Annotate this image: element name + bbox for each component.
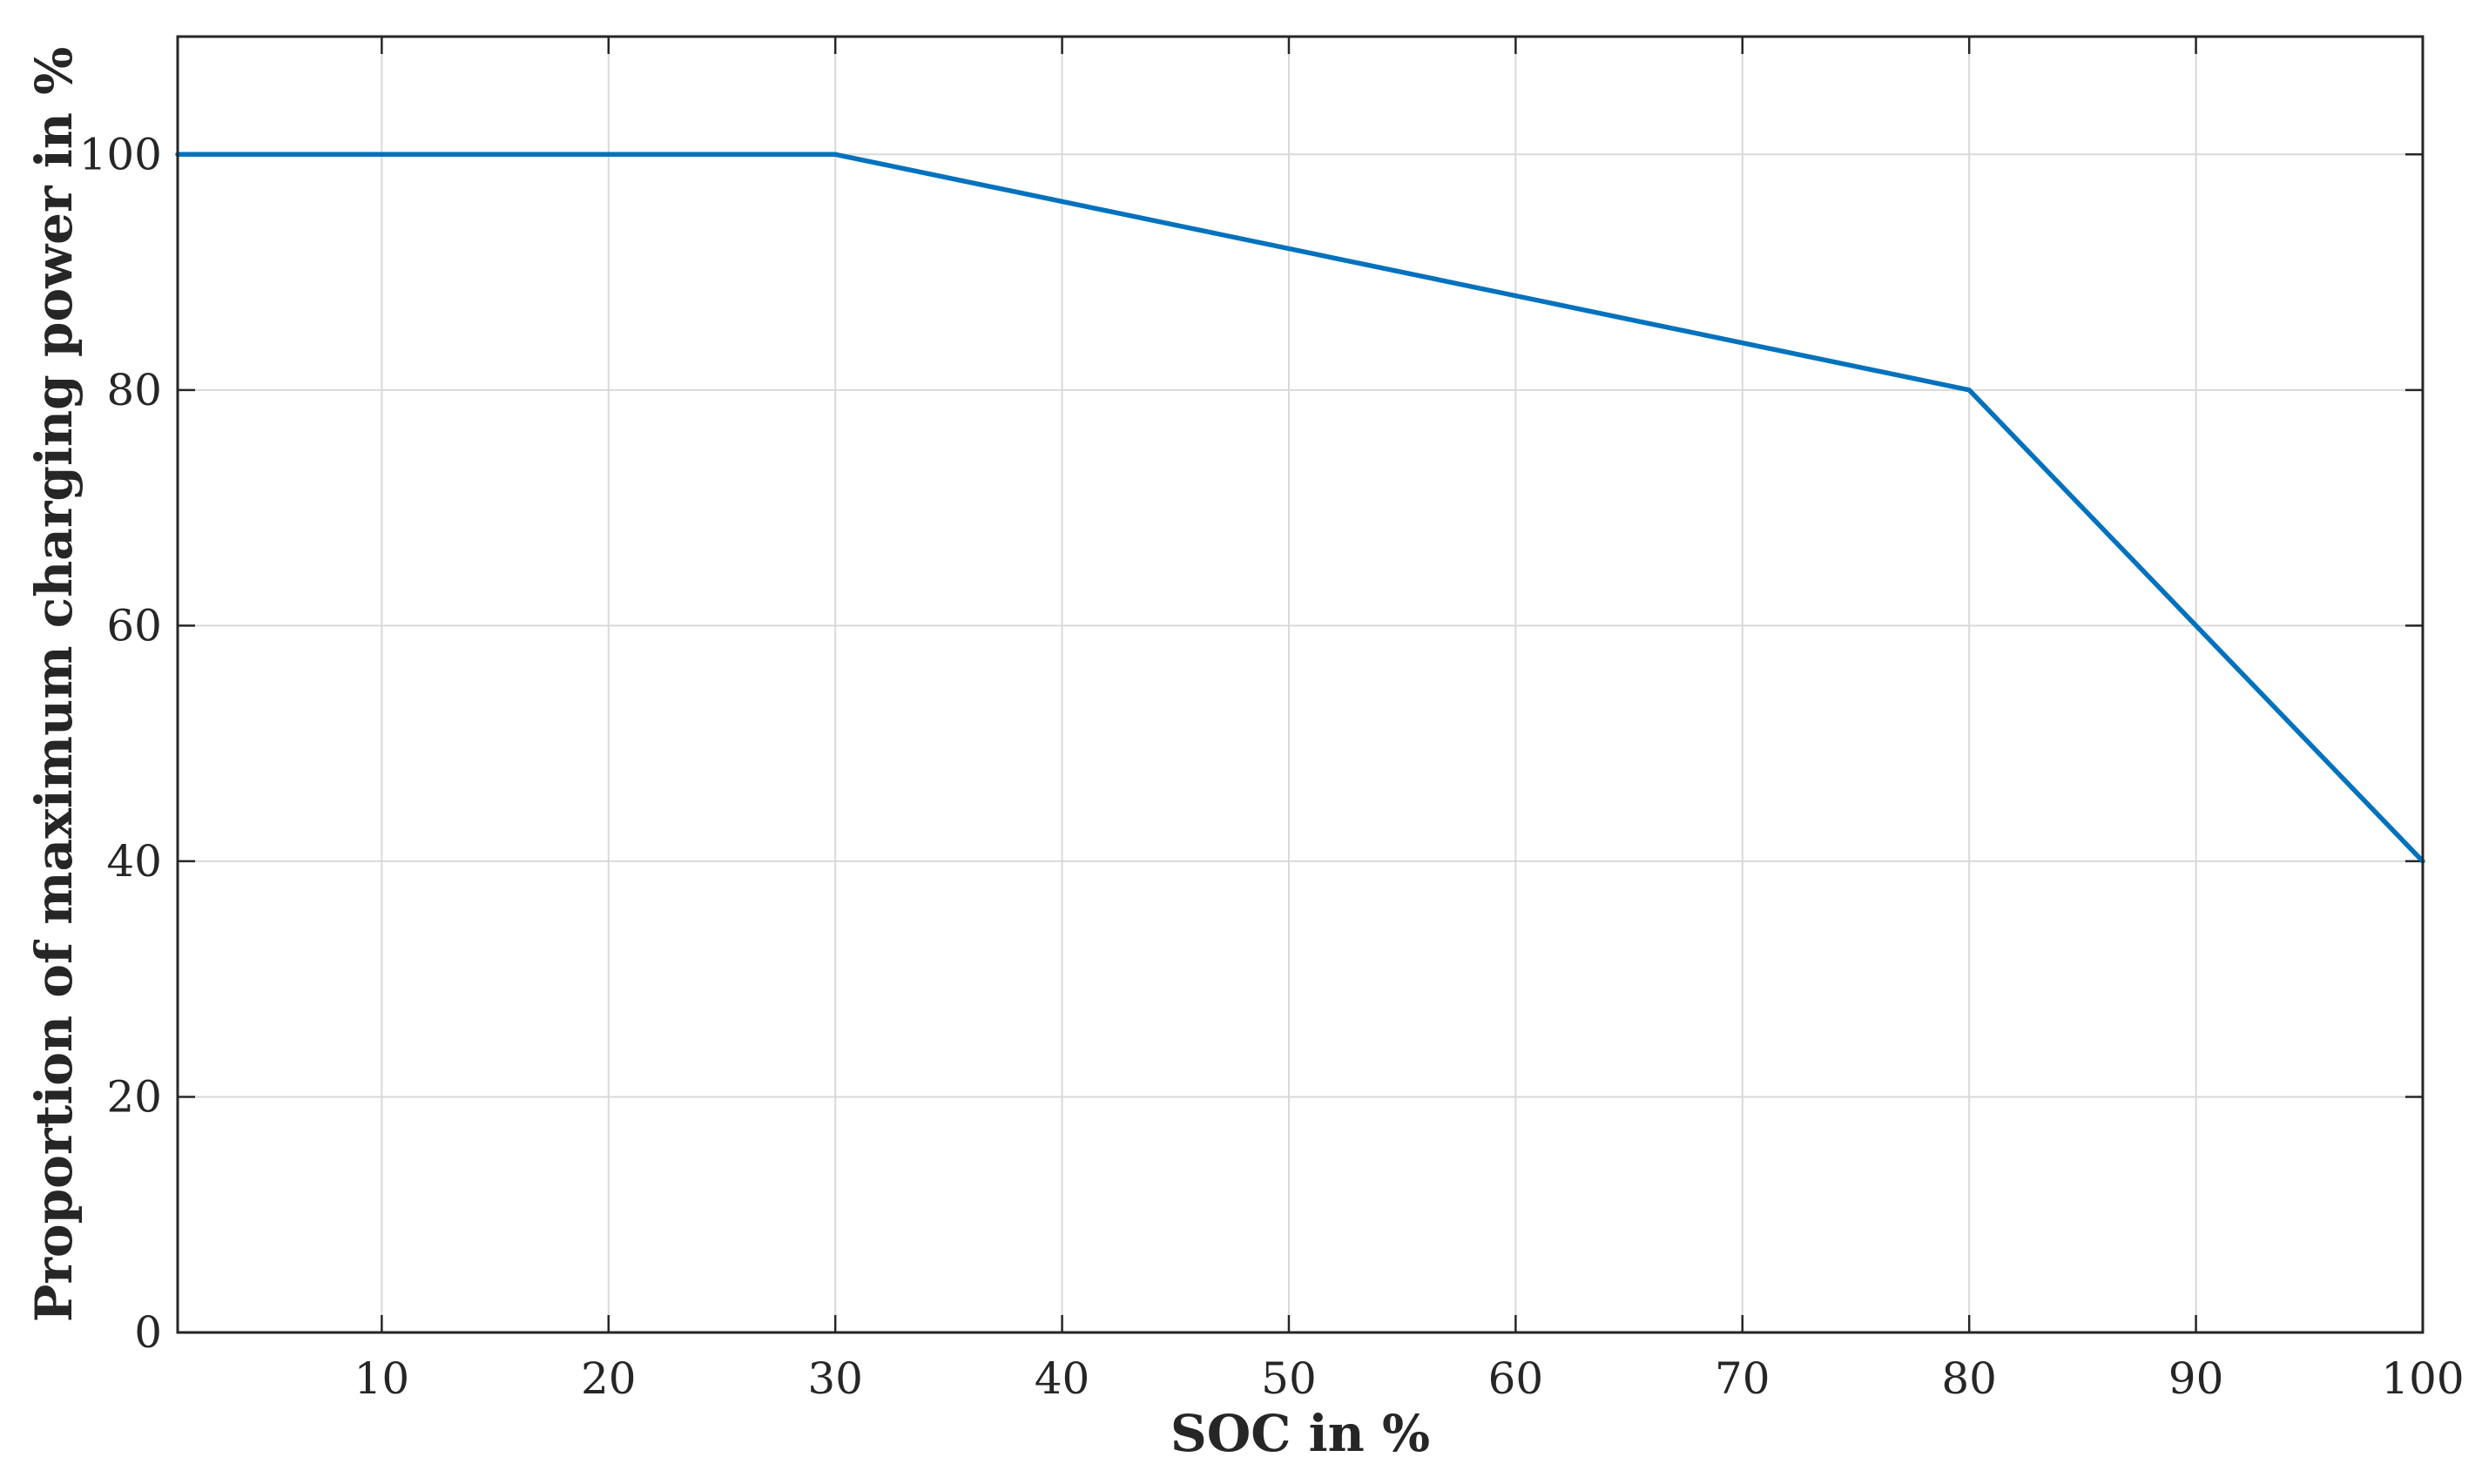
x-tick-label: 70 <box>1715 1353 1770 1404</box>
x-tick-label: 20 <box>581 1353 637 1404</box>
y-tick-label: 40 <box>106 836 162 887</box>
x-tick-label: 10 <box>354 1353 410 1404</box>
x-tick-label: 60 <box>1488 1353 1544 1404</box>
series-layer <box>175 152 2425 864</box>
x-tick-labels: 10 20 30 40 50 60 70 80 90 100 <box>354 1353 2465 1404</box>
axes-box <box>176 35 2424 1334</box>
x-tick-label: 50 <box>1261 1353 1317 1404</box>
y-axis-label: Proportion of maximum charging power in … <box>24 47 84 1322</box>
series-line-0 <box>175 152 2425 864</box>
x-tick-label: 40 <box>1035 1353 1090 1404</box>
y-tick-label: 80 <box>106 365 162 415</box>
y-tick-label: 0 <box>134 1307 162 1358</box>
y-tick-label: 20 <box>106 1071 162 1122</box>
y-tick-label: 100 <box>79 129 162 179</box>
y-tick-labels: 0 20 40 60 80 100 <box>79 129 162 1358</box>
x-tick-label: 30 <box>807 1353 863 1404</box>
y-tick-label: 60 <box>106 600 162 651</box>
x-tick-label: 100 <box>2381 1353 2464 1404</box>
x-tick-label: 90 <box>2168 1353 2224 1404</box>
x-axis-label: SOC in % <box>1170 1404 1430 1463</box>
x-tick-label: 80 <box>1941 1353 1997 1404</box>
